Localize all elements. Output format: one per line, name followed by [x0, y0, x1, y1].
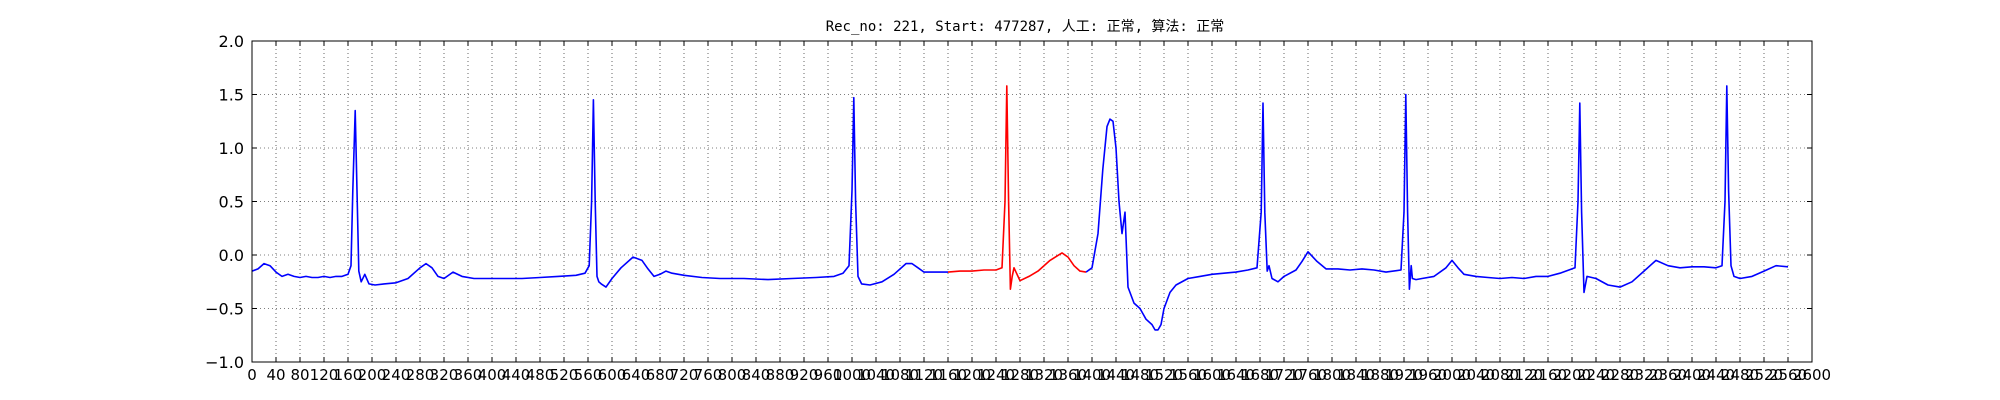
x-tick-label: 600 — [598, 366, 627, 384]
x-tick-label: 40 — [266, 366, 285, 384]
x-tick-label: 2200 — [1553, 366, 1591, 384]
x-tick-label: 1680 — [1241, 366, 1279, 384]
x-tick-label: 160 — [334, 366, 363, 384]
x-tick-label: 80 — [290, 366, 309, 384]
y-tick-label: 0.5 — [219, 193, 244, 212]
x-tick-label: 2600 — [1793, 366, 1831, 384]
x-tick-label: 2400 — [1673, 366, 1711, 384]
x-tick-label: 1880 — [1361, 366, 1399, 384]
x-tick-label: 720 — [670, 366, 699, 384]
x-tick-label: 2320 — [1625, 366, 1663, 384]
x-tick-label: 1360 — [1049, 366, 1087, 384]
x-tick-label: 440 — [502, 366, 531, 384]
x-tick-label: 560 — [574, 366, 603, 384]
x-tick-label: 800 — [718, 366, 747, 384]
x-tick-label: 640 — [622, 366, 651, 384]
x-tick-label: 1720 — [1265, 366, 1303, 384]
x-tick-label: 1400 — [1073, 366, 1111, 384]
x-tick-label: 880 — [766, 366, 795, 384]
x-tick-label: 2120 — [1505, 366, 1543, 384]
x-tick-label: 2440 — [1697, 366, 1735, 384]
y-tick-label: −0.5 — [205, 300, 244, 319]
x-tick-label: 520 — [550, 366, 579, 384]
x-tick-label: 1640 — [1217, 366, 1255, 384]
x-tick-label: 920 — [790, 366, 819, 384]
x-tick-label: 1080 — [881, 366, 919, 384]
x-tick-label: 680 — [646, 366, 675, 384]
x-tick-label: 2560 — [1769, 366, 1807, 384]
series-lines — [251, 85, 1789, 331]
x-tick-label: 1200 — [953, 366, 991, 384]
series-line-before-highlight — [251, 96, 948, 288]
x-tick-label: 2520 — [1745, 366, 1783, 384]
x-tick-label: 1040 — [857, 366, 895, 384]
x-tick-label: 1920 — [1385, 366, 1423, 384]
x-tick-label: 240 — [382, 366, 411, 384]
x-tick-label: 480 — [526, 366, 555, 384]
x-tick-label: 2360 — [1649, 366, 1687, 384]
x-tick-label: 1800 — [1313, 366, 1351, 384]
x-tick-label: 1760 — [1289, 366, 1327, 384]
y-tick-labels: −1.0 −0.5 0.0 0.5 1.0 1.5 2.0 — [205, 32, 244, 372]
x-tick-label: 760 — [694, 366, 723, 384]
y-tick-label: 0.0 — [219, 246, 244, 265]
x-tick-label: 400 — [478, 366, 507, 384]
x-tick-label: 1840 — [1337, 366, 1375, 384]
x-tick-label: 2280 — [1601, 366, 1639, 384]
x-tick-label: 2160 — [1529, 366, 1567, 384]
chart-title: Rec_no: 221, Start: 477287, 人工: 正常, 算法: … — [826, 19, 1225, 35]
x-tick-label: 1600 — [1193, 366, 1231, 384]
x-tick-label: 2480 — [1721, 366, 1759, 384]
axis-ticks — [251, 40, 1813, 363]
x-tick-label: 200 — [358, 366, 387, 384]
x-tick-label: 1320 — [1025, 366, 1063, 384]
x-tick-label: 1240 — [977, 366, 1015, 384]
x-tick-labels: 0 40 80 12016020024028032036040044048052056… — [247, 366, 1831, 384]
x-tick-label: 1480 — [1121, 366, 1159, 384]
x-tick-label: 0 — [247, 366, 257, 384]
x-tick-label: 1560 — [1169, 366, 1207, 384]
y-tick-label: −1.0 — [205, 353, 244, 372]
y-tick-label: 2.0 — [219, 32, 244, 51]
x-tick-label: 1960 — [1409, 366, 1447, 384]
x-tick-label: 1160 — [929, 366, 967, 384]
x-tick-label: 1520 — [1145, 366, 1183, 384]
x-tick-label: 2080 — [1481, 366, 1519, 384]
y-tick-label: 1.5 — [219, 86, 244, 105]
x-tick-label: 960 — [814, 366, 843, 384]
x-tick-label: 320 — [430, 366, 459, 384]
x-tick-label: 1120 — [905, 366, 943, 384]
x-tick-label: 1000 — [833, 366, 871, 384]
x-tick-label: 120 — [310, 366, 339, 384]
series-line-after-highlight — [1085, 85, 1789, 331]
x-tick-label: 2000 — [1433, 366, 1471, 384]
x-tick-label: 360 — [454, 366, 483, 384]
x-tick-label: 2040 — [1457, 366, 1495, 384]
x-tick-label: 840 — [742, 366, 771, 384]
x-tick-label: 1440 — [1097, 366, 1135, 384]
series-line-highlight — [947, 85, 1087, 291]
x-tick-label: 2240 — [1577, 366, 1615, 384]
x-tick-label: 280 — [406, 366, 435, 384]
y-tick-label: 1.0 — [219, 139, 244, 158]
x-tick-label: 1280 — [1001, 366, 1039, 384]
